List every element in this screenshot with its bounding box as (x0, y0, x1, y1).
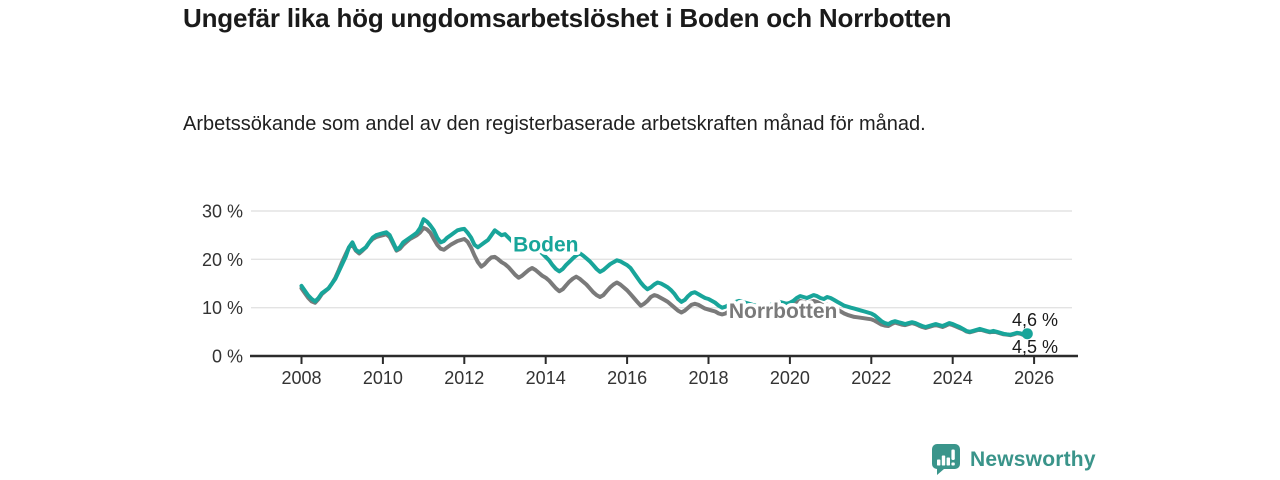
x-axis-label: 2012 (444, 368, 484, 388)
end-value-label-norrbotten: 4,5 % (1012, 337, 1058, 357)
x-axis-label: 2020 (770, 368, 810, 388)
y-axis-label: 30 % (202, 202, 243, 222)
x-axis-label: 2008 (281, 368, 321, 388)
series-line-boden (299, 217, 1030, 337)
newsworthy-logo-text: Newsworthy (970, 447, 1096, 471)
x-axis-label: 2010 (363, 368, 403, 388)
y-axis-label: 0 % (212, 347, 243, 367)
chart-title: Ungefär lika hög ungdomsarbetslöshet i B… (183, 3, 952, 33)
x-axis-label: 2018 (688, 368, 728, 388)
y-axis-label: 20 % (202, 250, 243, 270)
series-label-norrbotten: Norrbotten (729, 300, 838, 323)
series-label-boden: Boden (513, 234, 578, 257)
newsworthy-logo-link[interactable]: Newsworthy (930, 443, 1096, 476)
x-axis-label: 2026 (1014, 368, 1054, 388)
x-axis-label: 2014 (526, 368, 566, 388)
y-axis-label: 10 % (202, 298, 243, 318)
x-axis-label: 2022 (851, 368, 891, 388)
series-line-norrbotten (299, 225, 1030, 338)
end-value-label-boden: 4,6 % (1012, 310, 1058, 330)
x-axis-label: 2016 (607, 368, 647, 388)
bar-chart-speech-bubble-icon (930, 443, 961, 476)
chart-subtitle: Arbetssökande som andel av den registerb… (183, 113, 926, 135)
x-axis-label: 2024 (933, 368, 973, 388)
series-endpoint-dot (1021, 328, 1033, 340)
